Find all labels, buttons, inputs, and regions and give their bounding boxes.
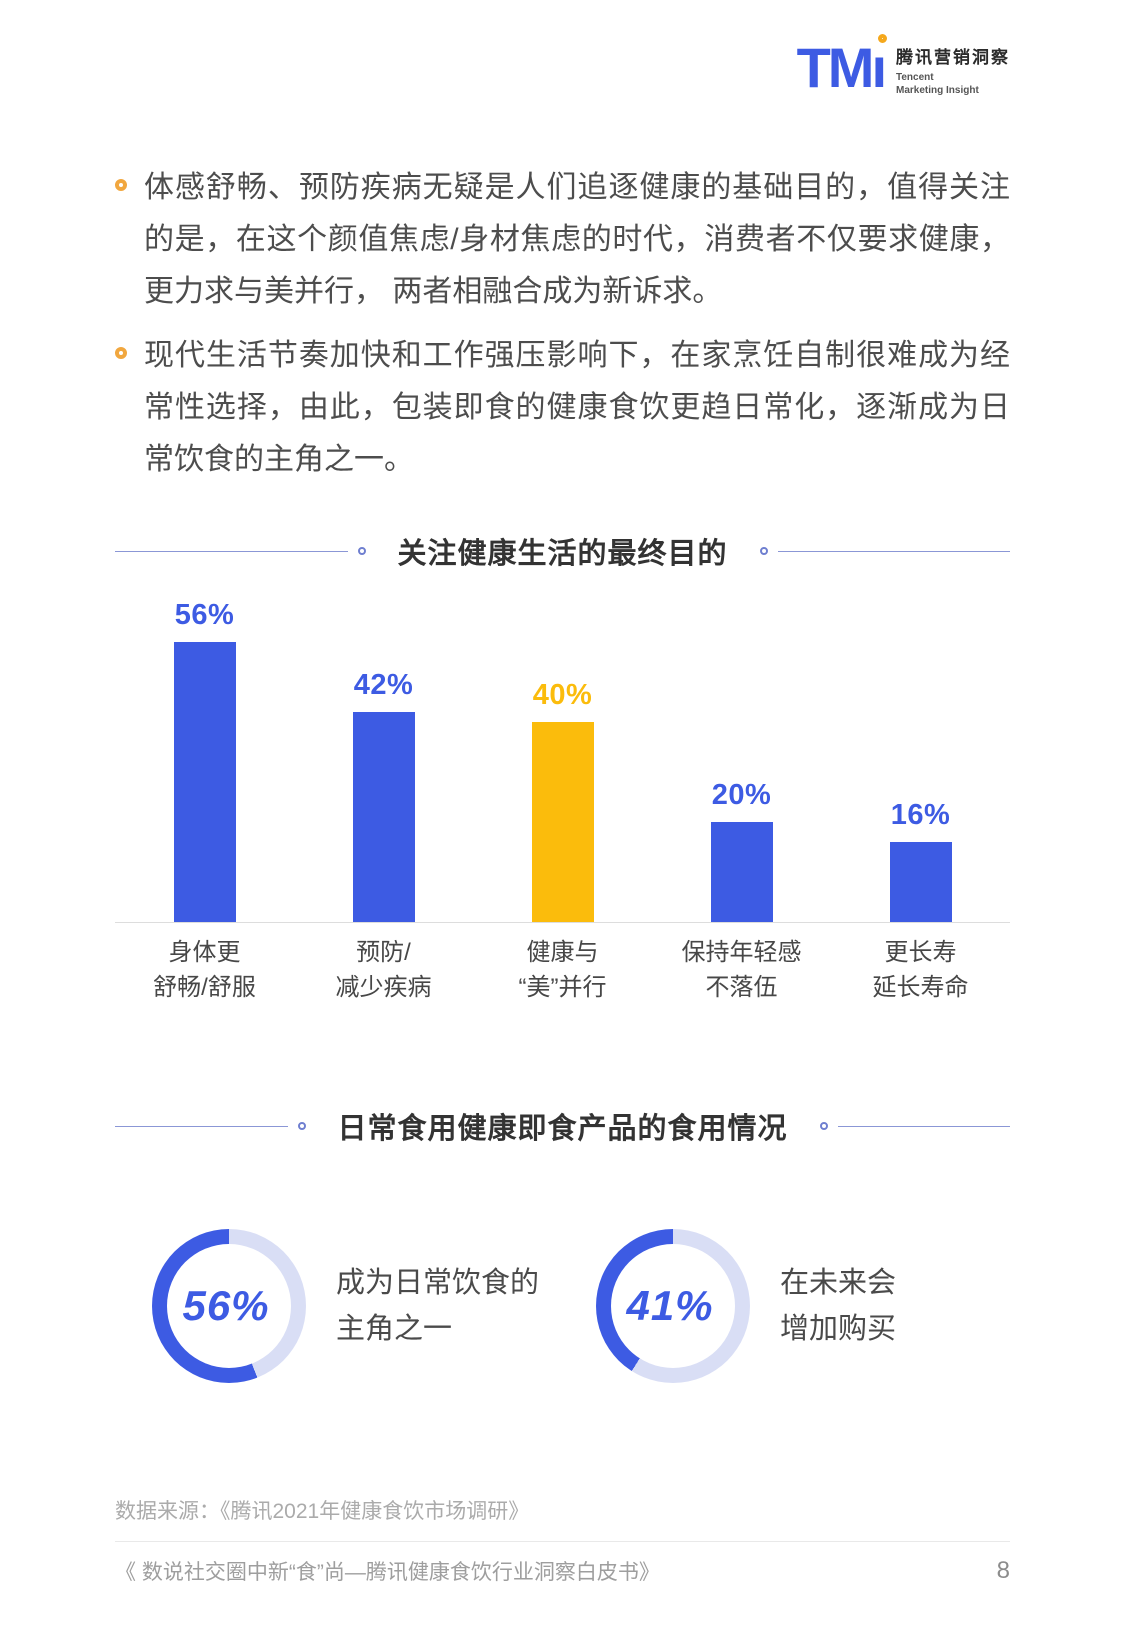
category-line1: 预防/	[356, 939, 411, 966]
page-number: 8	[996, 1557, 1010, 1584]
donut-description: 在未来会 增加购买	[780, 1260, 896, 1352]
bar-column: 20%	[652, 779, 831, 922]
bar-column: 42%	[294, 669, 473, 922]
logo-dot-icon	[878, 34, 887, 43]
category-line1: 健康与	[526, 939, 599, 966]
bar	[531, 722, 594, 922]
brand-name-cn: 腾讯营销洞察	[896, 48, 1010, 67]
bar-value-label: 42%	[353, 669, 414, 701]
bar-value-label: 16%	[890, 799, 951, 831]
donut-section-title: 日常食用健康即食产品的食用情况	[115, 1105, 1011, 1147]
donut-card: 41% 在未来会 增加购买	[566, 1229, 1010, 1383]
footer-row: 《 数说社交圈中新“食”尚—腾讯健康食饮行业洞察白皮书》 8	[115, 1556, 1010, 1586]
donut-row: 56% 成为日常饮食的 主角之一 41% 在未来会 增加购买	[115, 1229, 1010, 1383]
category-line1: 更长寿	[884, 939, 957, 966]
bullet-ring-icon	[115, 179, 127, 191]
logo-text-block: 腾讯营销洞察 Tencent Marketing Insight	[896, 39, 1010, 97]
bar-value-label: 56%	[174, 599, 235, 631]
donut-ring: 56%	[152, 1229, 306, 1383]
brand-name-en: Tencent Marketing Insight	[896, 71, 1010, 97]
category-line1: 保持年轻感	[681, 939, 802, 966]
logo-i: ı	[871, 34, 887, 99]
tmi-logo-mark: TM ı	[796, 34, 887, 99]
bullet-text: 体感舒畅、预防疾病无疑是人们追逐健康的基础目的，值得关注的是，在这个颜值焦虑/身…	[144, 171, 1010, 308]
category-line2: 减少疾病	[335, 974, 432, 1001]
donut-card: 56% 成为日常饮食的 主角之一	[115, 1229, 566, 1383]
bar	[889, 842, 952, 922]
bar	[173, 642, 236, 922]
title-line-left	[115, 550, 348, 552]
title-line-right	[777, 550, 1011, 552]
bar-column: 56%	[115, 599, 294, 922]
bar-chart-title: 关注健康生活的最终目的	[115, 530, 1011, 572]
donut-desc-line2: 主角之一	[336, 1313, 453, 1345]
category-line2: 延长寿命	[872, 974, 969, 1001]
bar-category-label: 更长寿 延长寿命	[831, 935, 1010, 1005]
bar-chart-plot: 56% 42% 40% 20% 16%	[115, 588, 1010, 923]
bar-category-label: 健康与 “美”并行	[473, 935, 652, 1005]
title-line-right	[837, 1125, 1011, 1127]
bullet-item: 体感舒畅、预防疾病无疑是人们追逐健康的基础目的，值得关注的是，在这个颜值焦虑/身…	[115, 162, 1010, 318]
category-line1: 身体更	[168, 939, 241, 966]
donut-desc-line2: 增加购买	[780, 1313, 897, 1345]
bar-value-label: 40%	[532, 679, 593, 711]
bar-chart-title-text: 关注健康生活的最终目的	[397, 538, 728, 570]
bar-category-label: 身体更 舒畅/舒服	[115, 935, 294, 1005]
donut-desc-line1: 成为日常饮食的	[336, 1267, 540, 1299]
bar-column: 16%	[831, 799, 1010, 922]
footer-divider	[115, 1541, 1010, 1542]
bullet-text: 现代生活节奏加快和工作强压影响下，在家烹饪自制很难成为经常性选择，由此，包装即食…	[144, 339, 1010, 476]
donut-desc-line1: 在未来会	[780, 1267, 897, 1299]
donut-description: 成为日常饮食的 主角之一	[336, 1260, 539, 1352]
bullet-ring-icon	[115, 347, 127, 359]
bar-column: 40%	[473, 679, 652, 922]
title-dot-left-icon	[297, 1122, 306, 1130]
bar	[352, 712, 415, 922]
donut-section-title-text: 日常食用健康即食产品的食用情况	[337, 1113, 788, 1145]
donut-hole: 56%	[167, 1244, 291, 1368]
report-title: 《 数说社交圈中新“食”尚—腾讯健康食饮行业洞察白皮书》	[115, 1561, 660, 1584]
logo-letters: TM	[796, 36, 875, 99]
bullet-item: 现代生活节奏加快和工作强压影响下，在家烹饪自制很难成为经常性选择，由此，包装即食…	[115, 330, 1010, 486]
brand-en-line1: Tencent	[896, 72, 934, 83]
title-dot-right-icon	[759, 547, 768, 555]
donut-percentage: 56%	[182, 1282, 270, 1329]
bar-category-label: 预防/ 减少疾病	[294, 935, 473, 1005]
category-line2: 舒畅/舒服	[153, 974, 256, 1001]
category-line2: 不落伍	[705, 974, 778, 1001]
data-source-note: 数据来源：《腾讯2021年健康食饮市场调研》	[115, 1500, 530, 1523]
bar-category-row: 身体更 舒畅/舒服 预防/ 减少疾病 健康与 “美”并行 保持年轻感 不落伍 更…	[115, 935, 1010, 1005]
bar-value-label: 20%	[711, 779, 772, 811]
title-line-left	[115, 1125, 288, 1127]
category-line2: “美”并行	[518, 974, 607, 1001]
donut-percentage: 41%	[626, 1282, 714, 1329]
page-header: TM ı 腾讯营销洞察 Tencent Marketing Insight	[115, 0, 1010, 104]
bar	[710, 822, 773, 922]
title-dot-right-icon	[819, 1122, 828, 1130]
donut-ring: 41%	[596, 1229, 750, 1383]
donut-hole: 41%	[611, 1244, 735, 1368]
tmi-logo: TM ı 腾讯营销洞察 Tencent Marketing Insight	[115, 34, 1010, 99]
bullet-list: 体感舒畅、预防疾病无疑是人们追逐健康的基础目的，值得关注的是，在这个颜值焦虑/身…	[115, 162, 1010, 486]
title-dot-left-icon	[357, 547, 366, 555]
logo-i-stem: ı	[871, 36, 886, 99]
bar-category-label: 保持年轻感 不落伍	[652, 935, 831, 1005]
brand-en-line2: Marketing Insight	[896, 85, 979, 96]
